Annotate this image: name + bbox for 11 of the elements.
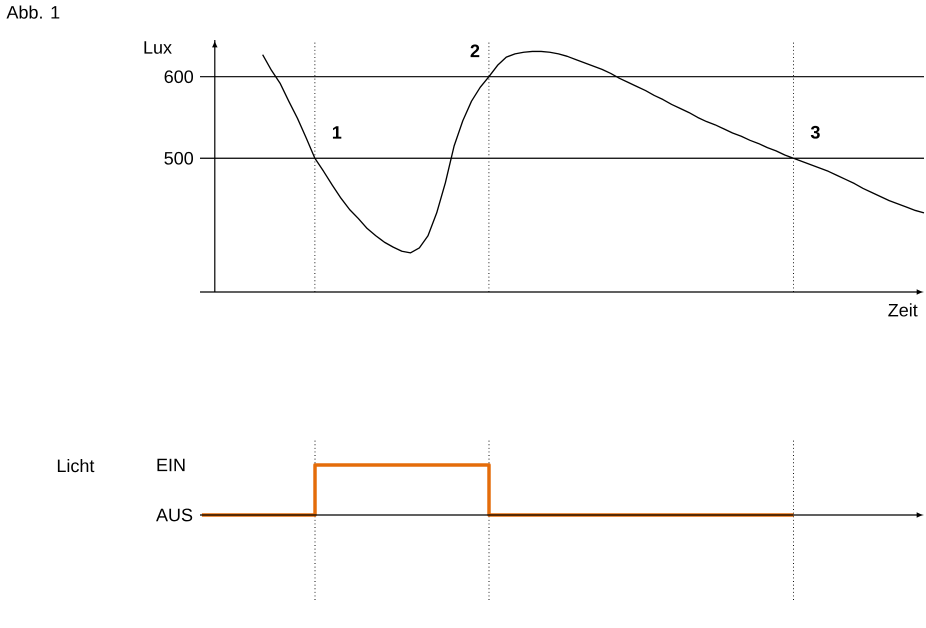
y-tick-label: 600: [164, 70, 194, 84]
text: AUS: [156, 508, 192, 522]
y-tick-label: 500: [164, 152, 194, 165]
annotation: 2: [470, 44, 480, 58]
y-axis-title: Lux: [144, 41, 172, 54]
y-axis-title: Licht: [58, 458, 94, 472]
annotation: 3: [810, 126, 820, 139]
text: EIN: [157, 458, 185, 472]
text: Abb. 1: [6, 6, 60, 19]
x-axis-title: Zeit: [888, 303, 918, 317]
annotation: 1: [332, 126, 342, 139]
